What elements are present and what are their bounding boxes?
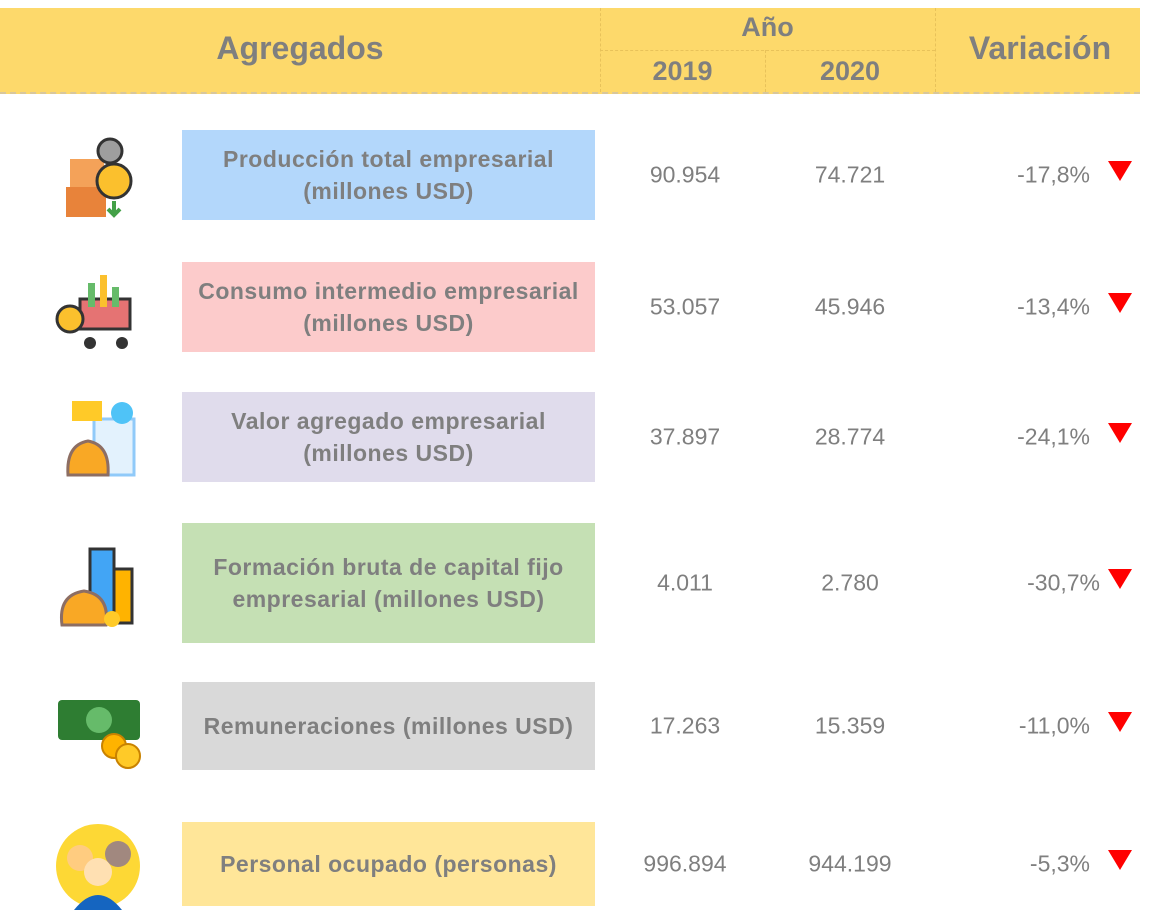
row-icon [52,261,144,353]
row-icon [52,391,144,483]
icon [59,547,134,627]
header-variation: Variación [968,30,1112,66]
row-label: Remuneraciones (millones USD) [182,682,595,770]
value-2020: 28.774 [814,423,886,450]
variation: -5,3% [1029,850,1090,877]
header-title: Agregados [216,30,384,66]
row-label: Valor agregado empresarial (millones USD… [182,392,595,482]
value-2019: 996.894 [643,850,727,877]
value-2020: 2.780 [821,569,879,596]
header-band [0,8,1140,94]
variation: -17,8% [1017,161,1090,188]
value-2020: 74.721 [814,161,886,188]
icon [66,401,136,477]
divider [765,50,766,92]
row-label: Formación bruta de capital fijo empresar… [182,523,595,643]
variation: -11,0% [1018,712,1090,739]
value-2019: 17.263 [649,712,721,739]
variation: -13,4% [1017,293,1090,320]
variation: -30,7% [1027,569,1100,596]
value-2019: 90.954 [649,161,721,188]
divider [600,50,935,51]
value-2020: 944.199 [808,850,892,877]
icon [55,275,132,349]
row-icon [52,129,144,221]
year-2020: 2020 [819,56,881,86]
row-icon [52,680,144,772]
row-label: Producción total empresarial (millones U… [182,130,595,220]
value-2020: 45.946 [814,293,886,320]
value-2019: 53.057 [649,293,721,320]
row-label: Consumo intermedio empresarial (millones… [182,262,595,352]
variation: -24,1% [1017,423,1090,450]
divider [935,8,936,92]
down-arrow [1108,161,1132,181]
icon [66,137,133,218]
icon [56,824,140,910]
down-arrow [1108,423,1132,443]
down-arrow [1108,712,1132,732]
down-arrow [1108,293,1132,313]
row-icon [52,537,144,629]
value-2019: 37.897 [649,423,721,450]
down-arrow [1108,850,1132,870]
row-icon [52,818,144,910]
row-label: Personal ocupado (personas) [182,822,595,906]
value-2020: 15.359 [814,712,886,739]
value-2019: 4.011 [657,569,713,596]
year-2019: 2019 [652,56,713,86]
header-year: Año [741,12,794,42]
icon [58,700,141,769]
down-arrow [1108,569,1132,589]
